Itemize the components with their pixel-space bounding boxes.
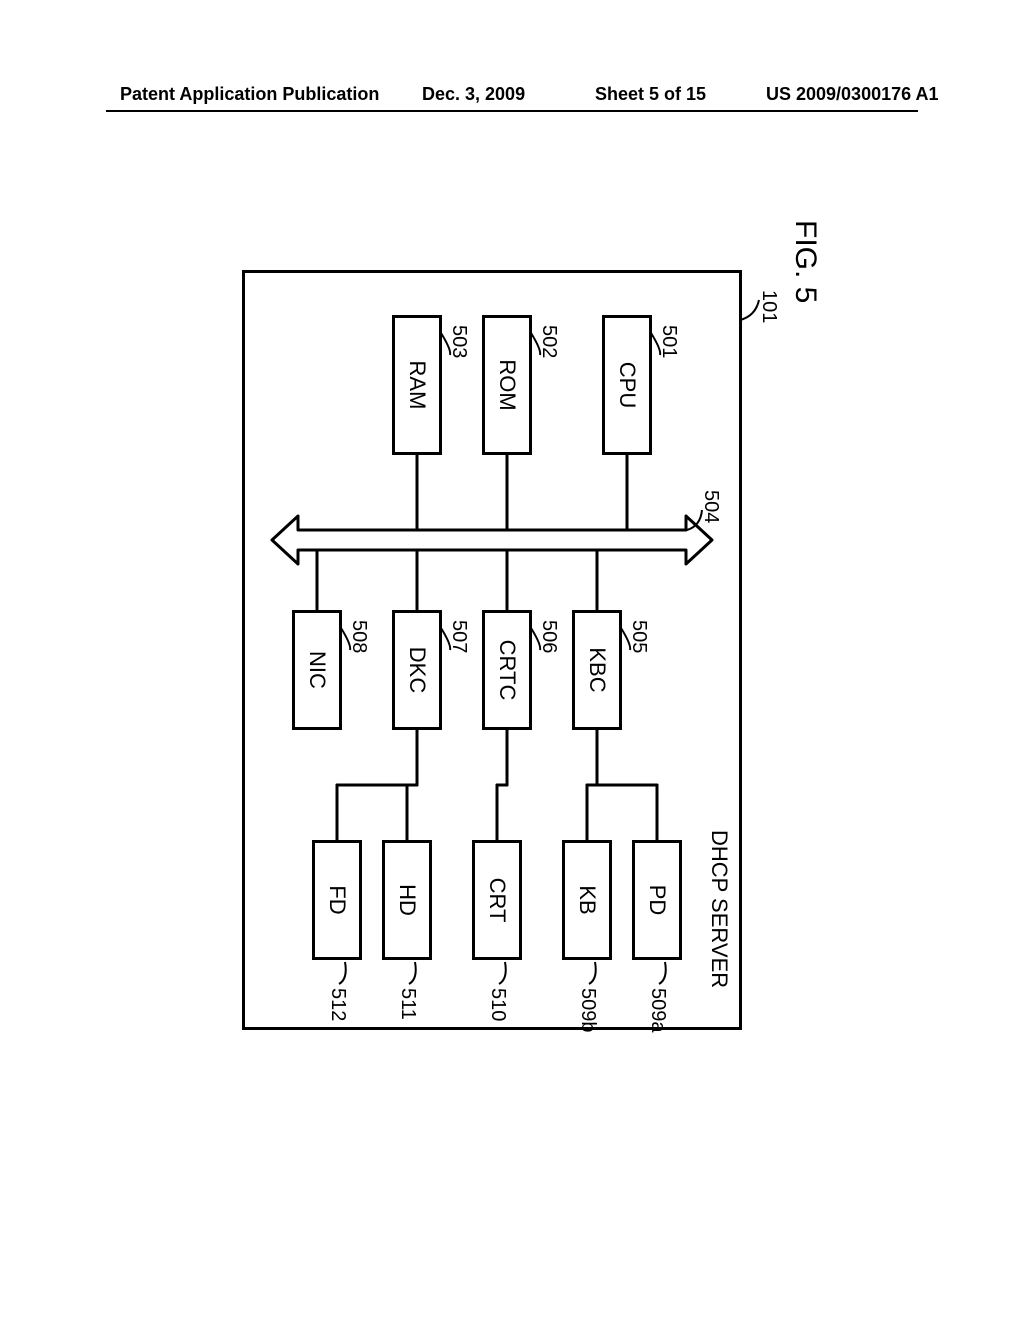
- header-left: Patent Application Publication: [120, 84, 379, 105]
- header-pubno: US 2009/0300176 A1: [766, 84, 938, 105]
- page-root: Patent Application Publication Dec. 3, 2…: [0, 0, 1024, 1320]
- header-rule: [106, 110, 918, 112]
- figure-stage: FIG. 5 DHCP SERVER 101 CPU 501 ROM 502 R…: [192, 190, 832, 1090]
- header-date: Dec. 3, 2009: [422, 84, 525, 105]
- header-sheet: Sheet 5 of 15: [595, 84, 706, 105]
- wires-svg: [192, 190, 832, 1090]
- rotated-figure: FIG. 5 DHCP SERVER 101 CPU 501 ROM 502 R…: [192, 190, 832, 1090]
